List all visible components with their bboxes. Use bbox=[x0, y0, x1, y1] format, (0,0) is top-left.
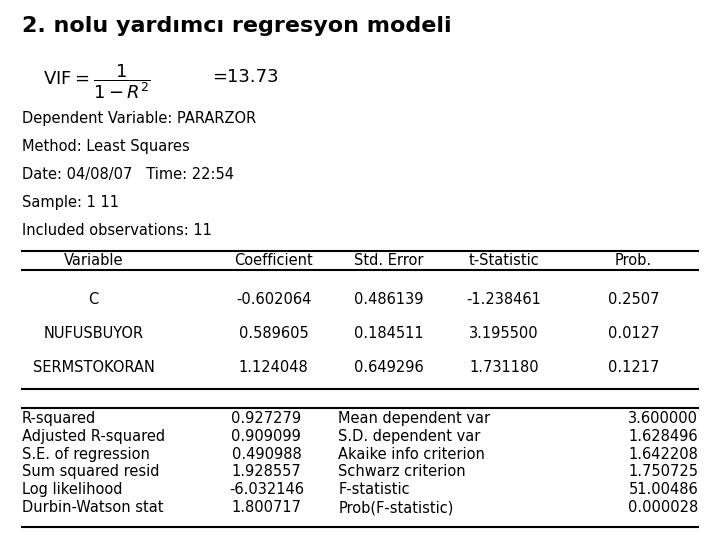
Text: S.D. dependent var: S.D. dependent var bbox=[338, 429, 481, 444]
Text: 0.589605: 0.589605 bbox=[239, 326, 308, 341]
Text: 3.195500: 3.195500 bbox=[469, 326, 539, 341]
Text: 1.928557: 1.928557 bbox=[232, 464, 301, 480]
Text: 0.490988: 0.490988 bbox=[232, 447, 301, 462]
Text: 0.184511: 0.184511 bbox=[354, 326, 423, 341]
Text: 1.731180: 1.731180 bbox=[469, 360, 539, 375]
Text: Dependent Variable: PARARZOR: Dependent Variable: PARARZOR bbox=[22, 111, 256, 126]
Text: -1.238461: -1.238461 bbox=[467, 292, 541, 307]
Text: 51.00486: 51.00486 bbox=[629, 482, 698, 497]
Text: Date: 04/08/07   Time: 22:54: Date: 04/08/07 Time: 22:54 bbox=[22, 167, 233, 182]
Text: $\mathrm{VIF} = \dfrac{1}{1 - R^2}$: $\mathrm{VIF} = \dfrac{1}{1 - R^2}$ bbox=[43, 62, 151, 101]
Text: 3.600000: 3.600000 bbox=[629, 411, 698, 426]
Text: R-squared: R-squared bbox=[22, 411, 96, 426]
Text: 0.000028: 0.000028 bbox=[628, 500, 698, 515]
Text: NUFUSBUYOR: NUFUSBUYOR bbox=[43, 326, 144, 341]
Text: Method: Least Squares: Method: Least Squares bbox=[22, 139, 189, 154]
Text: C: C bbox=[89, 292, 99, 307]
Text: Variable: Variable bbox=[64, 253, 123, 268]
Text: 1.124048: 1.124048 bbox=[239, 360, 308, 375]
Text: 1.628496: 1.628496 bbox=[629, 429, 698, 444]
Text: Adjusted R-squared: Adjusted R-squared bbox=[22, 429, 165, 444]
Text: F-statistic: F-statistic bbox=[338, 482, 410, 497]
Text: Coefficient: Coefficient bbox=[234, 253, 313, 268]
Text: Prob(F-statistic): Prob(F-statistic) bbox=[338, 500, 454, 515]
Text: 2. nolu yardımcı regresyon modeli: 2. nolu yardımcı regresyon modeli bbox=[22, 16, 451, 36]
Text: Std. Error: Std. Error bbox=[354, 253, 423, 268]
Text: t-Statistic: t-Statistic bbox=[469, 253, 539, 268]
Text: Schwarz criterion: Schwarz criterion bbox=[338, 464, 466, 480]
Text: Log likelihood: Log likelihood bbox=[22, 482, 122, 497]
Text: Prob.: Prob. bbox=[615, 253, 652, 268]
Text: 1.800717: 1.800717 bbox=[231, 500, 302, 515]
Text: Sample: 1 11: Sample: 1 11 bbox=[22, 195, 119, 210]
Text: Durbin-Watson stat: Durbin-Watson stat bbox=[22, 500, 163, 515]
Text: 0.1217: 0.1217 bbox=[608, 360, 660, 375]
Text: Akaike info criterion: Akaike info criterion bbox=[338, 447, 485, 462]
Text: -0.602064: -0.602064 bbox=[236, 292, 311, 307]
Text: Sum squared resid: Sum squared resid bbox=[22, 464, 159, 480]
Text: S.E. of regression: S.E. of regression bbox=[22, 447, 150, 462]
Text: Included observations: 11: Included observations: 11 bbox=[22, 223, 212, 238]
Text: -6.032146: -6.032146 bbox=[229, 482, 304, 497]
Text: 0.909099: 0.909099 bbox=[231, 429, 302, 444]
Text: 0.649296: 0.649296 bbox=[354, 360, 423, 375]
Text: Mean dependent var: Mean dependent var bbox=[338, 411, 490, 426]
Text: 1.642208: 1.642208 bbox=[629, 447, 698, 462]
Text: 0.0127: 0.0127 bbox=[608, 326, 660, 341]
Text: =13.73: =13.73 bbox=[212, 68, 279, 85]
Text: SERMSTOKORAN: SERMSTOKORAN bbox=[32, 360, 155, 375]
Text: 1.750725: 1.750725 bbox=[629, 464, 698, 480]
Text: 0.486139: 0.486139 bbox=[354, 292, 423, 307]
Text: 0.2507: 0.2507 bbox=[608, 292, 660, 307]
Text: 0.927279: 0.927279 bbox=[231, 411, 302, 426]
